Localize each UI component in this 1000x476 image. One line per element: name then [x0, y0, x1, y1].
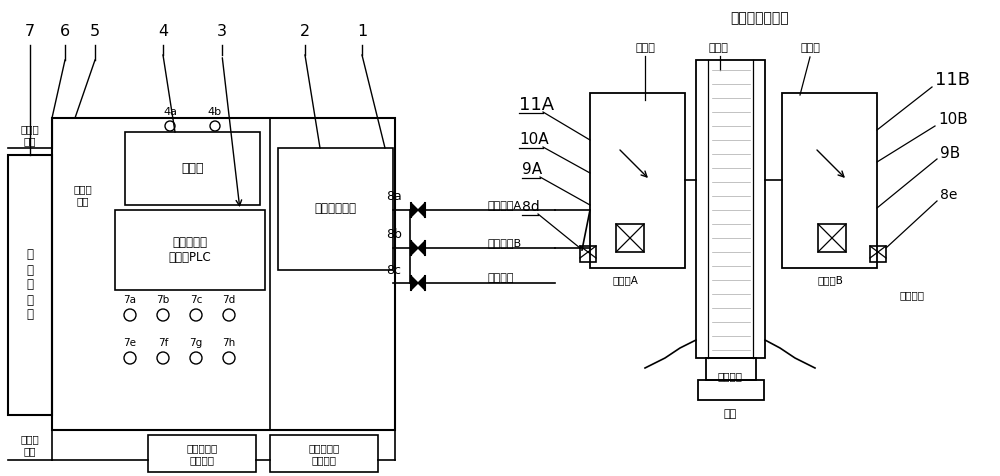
Text: 11B: 11B: [935, 71, 970, 89]
Text: 气源出口B: 气源出口B: [488, 238, 522, 248]
Text: 金属软管: 金属软管: [900, 290, 925, 300]
Text: 以太网
通讯: 以太网 通讯: [21, 124, 39, 146]
Text: 密封环: 密封环: [800, 43, 820, 53]
Bar: [115, 210, 265, 290]
Bar: [616, 224, 644, 252]
Text: 以太网
通讯: 以太网 通讯: [74, 184, 92, 206]
Text: 气路控制单元: 气路控制单元: [314, 202, 356, 216]
Polygon shape: [418, 276, 425, 290]
Text: 钢包内钢水
称重系统: 钢包内钢水 称重系统: [308, 443, 340, 465]
Text: 金属硬管: 金属硬管: [718, 371, 742, 381]
Text: 7c: 7c: [190, 295, 202, 305]
Polygon shape: [411, 241, 418, 255]
Text: 7: 7: [25, 24, 35, 40]
Bar: [818, 224, 846, 252]
Bar: [8, 155, 52, 415]
Bar: [52, 118, 395, 430]
Bar: [148, 435, 256, 472]
Text: 9B: 9B: [940, 146, 960, 160]
Text: 气源出口A: 气源出口A: [488, 200, 522, 210]
Text: 8e: 8e: [940, 188, 957, 202]
Text: 7e: 7e: [124, 338, 136, 348]
Text: 回转臂B: 回转臂B: [817, 275, 843, 285]
Polygon shape: [418, 241, 425, 255]
Bar: [278, 148, 393, 270]
Polygon shape: [411, 276, 418, 290]
Text: 4b: 4b: [208, 107, 222, 117]
Text: 10A: 10A: [519, 132, 549, 148]
Text: 7h: 7h: [222, 338, 236, 348]
Text: 气源入口: 气源入口: [488, 273, 514, 283]
Bar: [580, 246, 596, 262]
Text: 5: 5: [90, 24, 100, 40]
Polygon shape: [418, 203, 425, 217]
Bar: [870, 246, 886, 262]
Text: 连铸基础自
动化系统: 连铸基础自 动化系统: [186, 443, 218, 465]
Text: 8a: 8a: [386, 190, 402, 204]
Polygon shape: [411, 203, 418, 217]
Text: 7d: 7d: [222, 295, 236, 305]
Text: 7f: 7f: [158, 338, 168, 348]
Bar: [696, 60, 765, 358]
Bar: [698, 380, 764, 400]
Bar: [706, 358, 756, 380]
Text: 8b: 8b: [386, 228, 402, 241]
Text: 6: 6: [60, 24, 70, 40]
Text: 连铸钢包回转台: 连铸钢包回转台: [731, 11, 789, 25]
Text: 8c: 8c: [386, 264, 402, 277]
Text: 2: 2: [300, 24, 310, 40]
Text: 回转套: 回转套: [635, 43, 655, 53]
Text: 1: 1: [357, 24, 367, 40]
Text: 4a: 4a: [163, 107, 177, 117]
Text: 9A: 9A: [522, 162, 542, 178]
Text: 10B: 10B: [938, 112, 968, 128]
Bar: [125, 132, 260, 205]
Text: 可编程逻辑
控制器PLC: 可编程逻辑 控制器PLC: [169, 236, 211, 264]
Text: 中心轴: 中心轴: [708, 43, 728, 53]
Text: 以太网
通讯: 以太网 通讯: [21, 434, 39, 456]
Text: 回转臂A: 回转臂A: [612, 275, 638, 285]
Text: 触摸屏: 触摸屏: [181, 162, 204, 175]
Text: 基座: 基座: [723, 409, 737, 419]
Text: 8d: 8d: [522, 200, 540, 214]
Bar: [590, 93, 685, 268]
Text: 7a: 7a: [124, 295, 136, 305]
Text: 3: 3: [217, 24, 227, 40]
Bar: [782, 93, 877, 268]
Text: 11A: 11A: [519, 96, 554, 114]
Text: 7b: 7b: [156, 295, 170, 305]
Text: 7g: 7g: [189, 338, 203, 348]
Bar: [270, 435, 378, 472]
Text: 网
络
交
换
机: 网 络 交 换 机: [26, 248, 34, 321]
Text: 4: 4: [158, 24, 168, 40]
